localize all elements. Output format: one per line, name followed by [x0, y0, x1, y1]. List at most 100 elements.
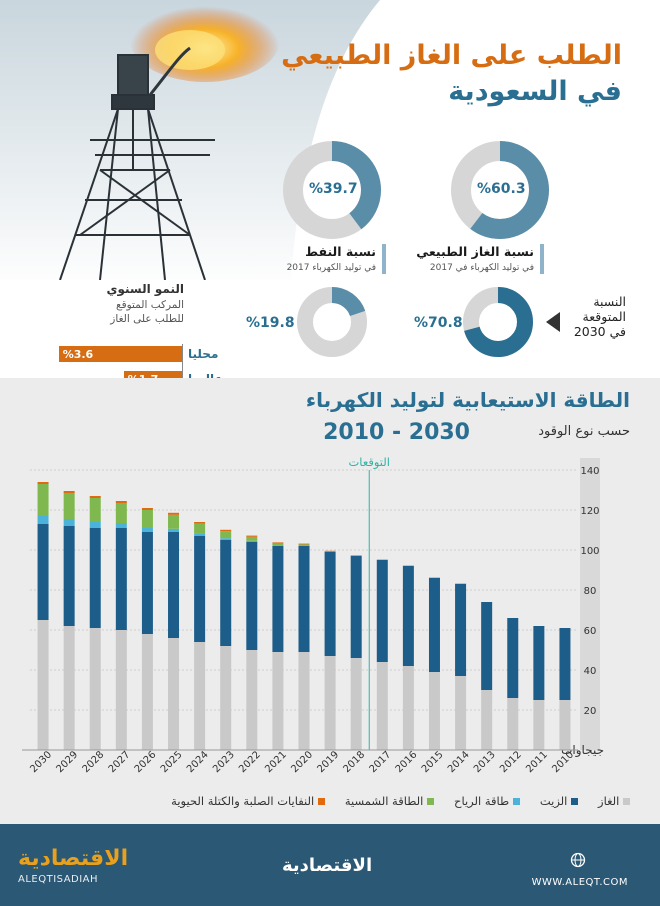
bar-oil-2018: [350, 556, 362, 658]
bar-gas-2016: [402, 666, 414, 750]
bar-gas-2014: [455, 676, 467, 750]
bar-oil-2012: [507, 618, 519, 698]
bar-waste-2020: [298, 543, 310, 545]
bar-wind-2027: [115, 523, 127, 528]
website-link[interactable]: WWW.ALEQT.COM: [531, 877, 628, 888]
x-tick-label: 2011: [524, 749, 550, 775]
x-tick-label: 2016: [394, 749, 420, 775]
bar-oil-2010: [559, 628, 571, 700]
oil-label-bar: [382, 244, 386, 274]
bar-solar-2023: [220, 531, 232, 539]
bar-wind-2021: [272, 545, 284, 546]
bar-oil-2023: [220, 540, 232, 646]
x-tick-label: 2029: [54, 749, 80, 775]
bar-oil-2024: [194, 536, 206, 642]
x-tick-label: 2026: [133, 749, 159, 775]
bar-solar-2025: [168, 514, 180, 529]
capacity-chart: 20 40 60 80 100 120 140 جيجاوات 2030 2029 2028 2027…: [22, 455, 604, 775]
bar-waste-2024: [194, 522, 206, 524]
x-tick-label: 2030: [28, 749, 54, 775]
bar-solar-2024: [194, 523, 206, 534]
y-tick-label: 80: [584, 586, 597, 597]
growth-subtitle-1: المركب المتوقع: [115, 299, 184, 311]
bar-gas-2021: [272, 652, 284, 750]
x-tick-label: 2012: [498, 749, 524, 775]
bar-gas-2023: [220, 646, 232, 750]
bar-solar-2029: [63, 493, 75, 519]
legend-item-oil: الزيت: [540, 794, 579, 808]
bar-oil-2028: [89, 528, 101, 628]
legend-swatch-solar: [427, 798, 435, 805]
bar-solar-2022: [246, 536, 258, 541]
bar-oil-2020: [298, 546, 310, 652]
bar-wind-2030: [37, 516, 49, 524]
bar-waste-2025: [168, 512, 180, 515]
x-tick-label: 2014: [446, 749, 472, 775]
bar-oil-2017: [376, 560, 388, 662]
bar-gas-2029: [63, 626, 75, 750]
brand-logo[interactable]: الاقتصادية: [18, 846, 129, 871]
gas-label-bar: [540, 244, 544, 274]
x-tick-label: 2018: [342, 749, 368, 775]
bar-wind-2026: [141, 528, 153, 532]
x-tick-label: 2019: [315, 749, 341, 775]
bar-gas-2022: [246, 650, 258, 750]
page-subtitle: في السعودية: [448, 76, 622, 107]
chart-subtitle: حسب نوع الوقود: [538, 424, 630, 439]
bar-oil-2016: [402, 566, 414, 666]
growth-title: النمو السنوي: [106, 282, 184, 296]
legend-item-wind: طاقة الرياح: [454, 794, 520, 808]
bar-waste-2022: [246, 535, 258, 537]
bar-waste-2023: [220, 529, 232, 532]
x-tick-label: 2023: [211, 749, 237, 775]
center-logo: الاقتصادية: [282, 855, 373, 876]
bar-gas-2015: [428, 672, 440, 750]
legend-swatch-oil: [571, 798, 579, 805]
oil-2030-value: %19.8: [246, 315, 295, 331]
bar-solar-2019: [324, 551, 336, 552]
legend-item-gas: الغاز: [598, 794, 630, 808]
bar-oil-2027: [115, 528, 127, 630]
bar-gas-2010: [559, 700, 571, 750]
y-axis-label: جيجاوات: [561, 743, 604, 758]
bar-wind-2024: [194, 533, 206, 536]
bar-oil-2013: [481, 602, 493, 690]
y-tick-label: 140: [580, 466, 599, 477]
bar-wind-2029: [63, 519, 75, 526]
bar-gas-2020: [298, 652, 310, 750]
gas-share-sublabel: في توليد الكهرباء في 2017: [429, 263, 534, 273]
bar-gas-2028: [89, 628, 101, 750]
globe-icon: [570, 852, 586, 868]
oil-share-donut: [283, 141, 381, 239]
bar-solar-2020: [298, 544, 310, 546]
y-tick-label: 120: [580, 506, 599, 517]
bar-oil-2021: [272, 546, 284, 652]
bar-waste-2029: [63, 491, 75, 493]
pointer-triangle-icon: [546, 312, 560, 332]
chart-title: الطاقة الاستيعابية لتوليد الكهرباء: [305, 388, 630, 412]
x-tick-label: 2021: [263, 749, 289, 775]
x-tick-label: 2022: [237, 749, 263, 775]
x-tick-label: 2027: [107, 749, 133, 775]
legend-swatch-wind: [512, 798, 520, 805]
legend-swatch-gas: [623, 798, 630, 805]
bar-oil-2030: [37, 524, 49, 620]
chart-years: 2010 - 2030: [323, 420, 470, 445]
gas-share-value: %60.3: [477, 181, 526, 197]
gas-2030-donut: [463, 287, 533, 357]
growth-value-local: %3.6: [62, 348, 94, 361]
x-tick-label: 2013: [472, 749, 498, 775]
growth-label-local: محليا: [188, 347, 219, 361]
bar-gas-2019: [324, 656, 336, 750]
bar-gas-2025: [168, 638, 180, 750]
bar-gas-2026: [141, 634, 153, 750]
bar-oil-2014: [455, 584, 467, 676]
legend-swatch-waste: [317, 798, 325, 805]
bar-solar-2021: [272, 543, 284, 546]
bar-solar-2026: [141, 510, 153, 528]
oil-share-sublabel: في توليد الكهرباء 2017: [286, 263, 376, 273]
chart-legend: الغاز الزيت طاقة الرياح الطاقة الشمسية ا…: [171, 794, 630, 808]
forecast-label: التوقعات: [348, 455, 390, 470]
x-tick-label: 2017: [368, 749, 394, 775]
bar-gas-2011: [533, 700, 545, 750]
